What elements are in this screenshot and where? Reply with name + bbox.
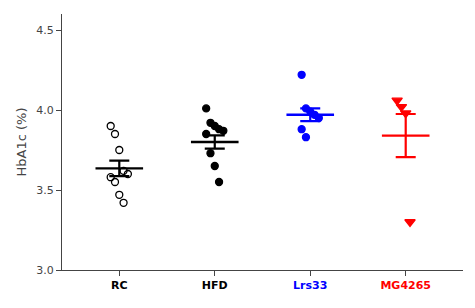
svg-text:HbA1c (%): HbA1c (%) [14, 108, 29, 177]
svg-text:HFD: HFD [202, 279, 228, 292]
svg-text:3.0: 3.0 [36, 264, 54, 277]
svg-text:4.0: 4.0 [36, 104, 54, 117]
svg-text:3.5: 3.5 [36, 184, 54, 197]
svg-text:MG4265: MG4265 [380, 279, 431, 292]
svg-text:RC: RC [111, 279, 128, 292]
svg-text:Lrs33: Lrs33 [293, 279, 327, 292]
svg-text:4.5: 4.5 [36, 24, 54, 37]
